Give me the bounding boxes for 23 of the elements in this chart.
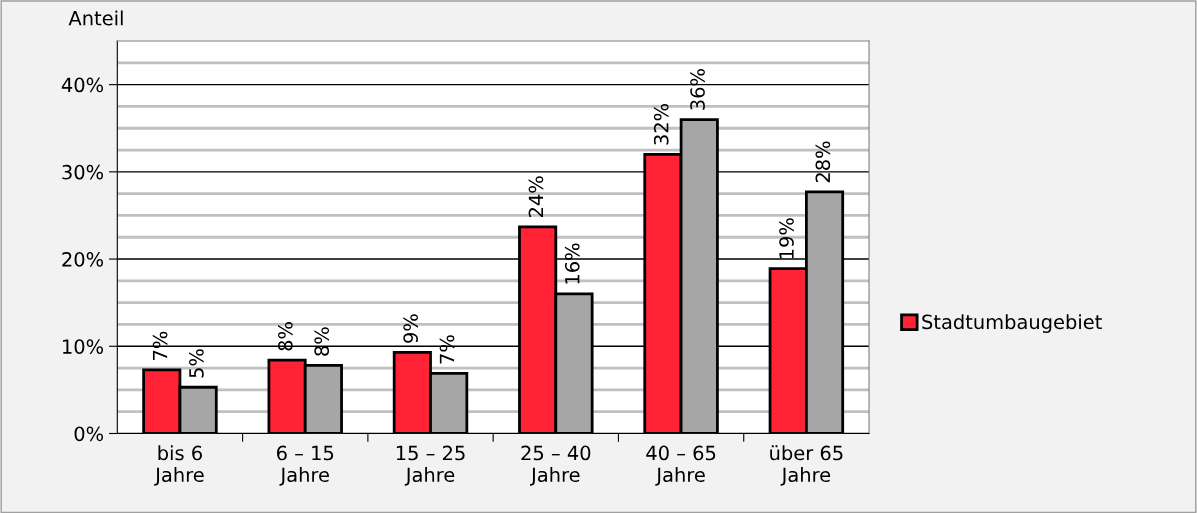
data-label: 8% (278, 322, 293, 351)
data-label: 28% (815, 141, 831, 183)
data-label: 36% (690, 69, 705, 110)
data-label: 9% (403, 314, 418, 343)
data-label: 32% (653, 103, 669, 145)
data-label: 5% (189, 349, 204, 378)
y-tick-label: 30% (62, 164, 104, 180)
data-label: 8% (314, 327, 330, 356)
y-tick-label: 40% (61, 77, 104, 93)
x-tick-label: bis 6 Jahre (154, 445, 204, 486)
legend-label: Stadtumbaugebiet (922, 314, 1102, 334)
x-tick-label: 15 – 25 Jahre (396, 445, 465, 486)
y-axis-title: Anteil (68, 10, 123, 26)
y-tick-label: 20% (62, 252, 104, 267)
data-label: 24% (528, 176, 544, 218)
y-tick-label: 10% (63, 339, 104, 354)
y-tick-label: 0% (74, 426, 104, 442)
data-label: 19% (779, 218, 794, 259)
x-tick-label: 40 – 65 Jahre (646, 445, 716, 486)
x-tick-label: 6 – 15 Jahre (276, 445, 334, 486)
x-tick-label: über 65 Jahre (770, 445, 843, 486)
x-tick-label: 25 – 40 Jahre (521, 445, 591, 486)
data-label: 16% (564, 243, 580, 284)
